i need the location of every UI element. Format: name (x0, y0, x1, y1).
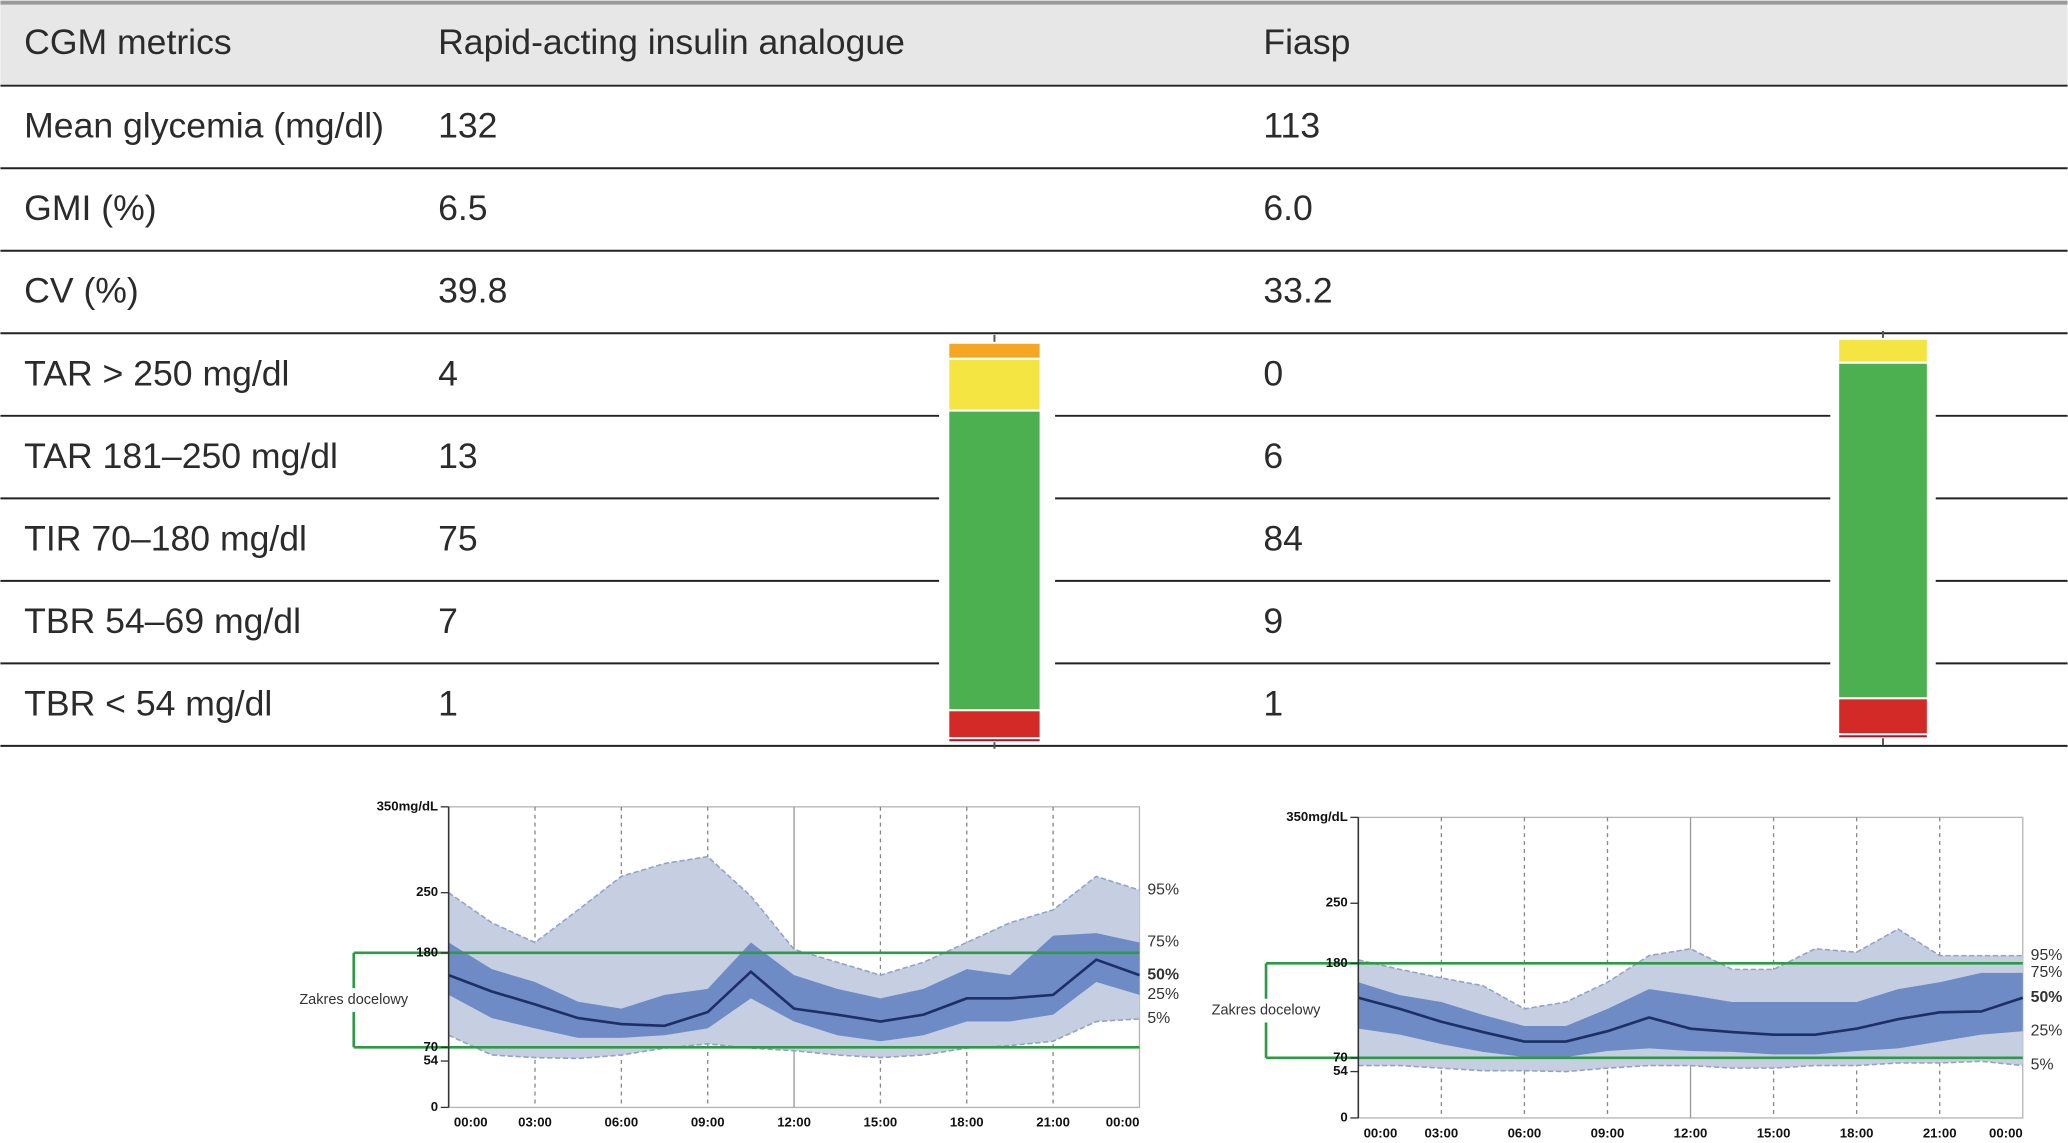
x-tick-label: 21:00 (1923, 1125, 1957, 1140)
percentile-label: 5% (2031, 1057, 2054, 1074)
median-line (1357, 996, 2024, 1043)
table-cell: TAR > 250 mg/dl (24, 353, 289, 393)
percentile-line (1358, 1060, 2023, 1073)
range-segment (947, 409, 1042, 712)
x-tick-label: 18:00 (1840, 1125, 1874, 1140)
y-tick-label: 70 (1333, 1049, 1348, 1064)
table-cell: TBR < 54 mg/dl (24, 683, 272, 723)
table-cell: 13 (438, 436, 478, 476)
percentile-band-inner (1358, 972, 2023, 1057)
y-tick-label: 70 (423, 1039, 438, 1054)
header-cell: Rapid-acting insulin analogue (438, 22, 905, 62)
y-tick-label: 54 (1333, 1063, 1348, 1078)
x-tick-label: 00:00 (454, 1115, 488, 1130)
range-segment (947, 709, 1042, 740)
x-tick-label: 00:00 (1989, 1125, 2023, 1140)
percentile-line (448, 855, 1140, 976)
y-tick-label: 180 (1326, 955, 1348, 970)
y-tick-label: 0 (1340, 1109, 1347, 1124)
x-tick-label: 00:00 (1364, 1125, 1398, 1140)
table-cell: 0 (1263, 353, 1283, 393)
table-cell: 6.5 (438, 188, 487, 228)
table-cell: 113 (1263, 106, 1320, 146)
y-tick-label: 0 (431, 1099, 438, 1114)
x-tick-label: 03:00 (1425, 1125, 1459, 1140)
table-cell: 6 (1263, 436, 1283, 476)
table-cell: TIR 70–180 mg/dl (24, 518, 307, 558)
percentile-label: 50% (1147, 966, 1179, 983)
range-segment (947, 341, 1042, 360)
range-segment (1837, 697, 1929, 736)
x-tick-label: 12:00 (777, 1115, 811, 1130)
y-tick-label: 180 (416, 944, 438, 959)
percentile-label: 75% (1147, 934, 1179, 951)
y-tick-label: 250 (1326, 895, 1348, 910)
range-segment (1837, 733, 1929, 740)
y-tick-label: 350mg/dL (377, 798, 438, 813)
range-segment (947, 737, 1042, 744)
table-cell: GMI (%) (24, 188, 156, 228)
percentile-label: 95% (1147, 881, 1179, 898)
table-cell: 1 (1263, 683, 1283, 723)
x-tick-label: 12:00 (1674, 1125, 1708, 1140)
table-cell: 75 (438, 518, 478, 558)
target-label: Zakres docelowy (1212, 1002, 1322, 1018)
x-tick-label: 06:00 (1508, 1125, 1542, 1140)
percentile-line (1358, 928, 2023, 1010)
percentile-label: 75% (2031, 964, 2063, 981)
table-cell: 4 (438, 353, 458, 393)
x-tick-label: 15:00 (1757, 1125, 1791, 1140)
range-segment (1837, 361, 1929, 700)
table-cell: 7 (438, 601, 458, 641)
percentile-line (448, 1018, 1140, 1060)
percentile-label: 25% (1147, 986, 1179, 1003)
table-cell: 132 (438, 106, 497, 146)
percentile-label: 95% (2031, 947, 2063, 964)
x-tick-label: 18:00 (950, 1115, 984, 1130)
x-tick-label: 06:00 (605, 1115, 639, 1130)
x-tick-label: 09:00 (691, 1115, 725, 1130)
table-cell: TAR 181–250 mg/dl (24, 436, 338, 476)
x-tick-label: 09:00 (1591, 1125, 1625, 1140)
x-tick-label: 03:00 (518, 1115, 552, 1130)
median-line (448, 958, 1140, 1028)
percentile-band-inner (448, 933, 1140, 1042)
x-tick-label: 15:00 (864, 1115, 898, 1130)
y-tick-label: 350mg/dL (1286, 809, 1347, 824)
header-cell: CGM metrics (24, 22, 232, 62)
table-cell: 84 (1263, 518, 1303, 558)
percentile-label: 25% (2031, 1022, 2063, 1039)
table-cell: 1 (438, 683, 458, 723)
table-cell: 9 (1263, 601, 1283, 641)
table-cell: Mean glycemia (mg/dl) (24, 106, 384, 146)
table-cell: 39.8 (438, 271, 507, 311)
table-cell: 6.0 (1263, 188, 1312, 228)
percentile-label: 5% (1147, 1010, 1170, 1027)
table-cell: CV (%) (24, 271, 139, 311)
range-segment (1837, 337, 1929, 364)
x-tick-label: 21:00 (1036, 1115, 1070, 1130)
range-segment (947, 357, 1042, 412)
y-tick-label: 54 (423, 1053, 438, 1068)
header-cell: Fiasp (1263, 22, 1350, 62)
table-cell: 33.2 (1263, 271, 1332, 311)
header-background (0, 2, 2068, 86)
x-tick-label: 00:00 (1106, 1115, 1140, 1130)
table-cell: TBR 54–69 mg/dl (24, 601, 301, 641)
y-tick-label: 250 (416, 884, 438, 899)
target-label: Zakres docelowy (299, 992, 409, 1008)
percentile-label: 50% (2031, 989, 2063, 1006)
